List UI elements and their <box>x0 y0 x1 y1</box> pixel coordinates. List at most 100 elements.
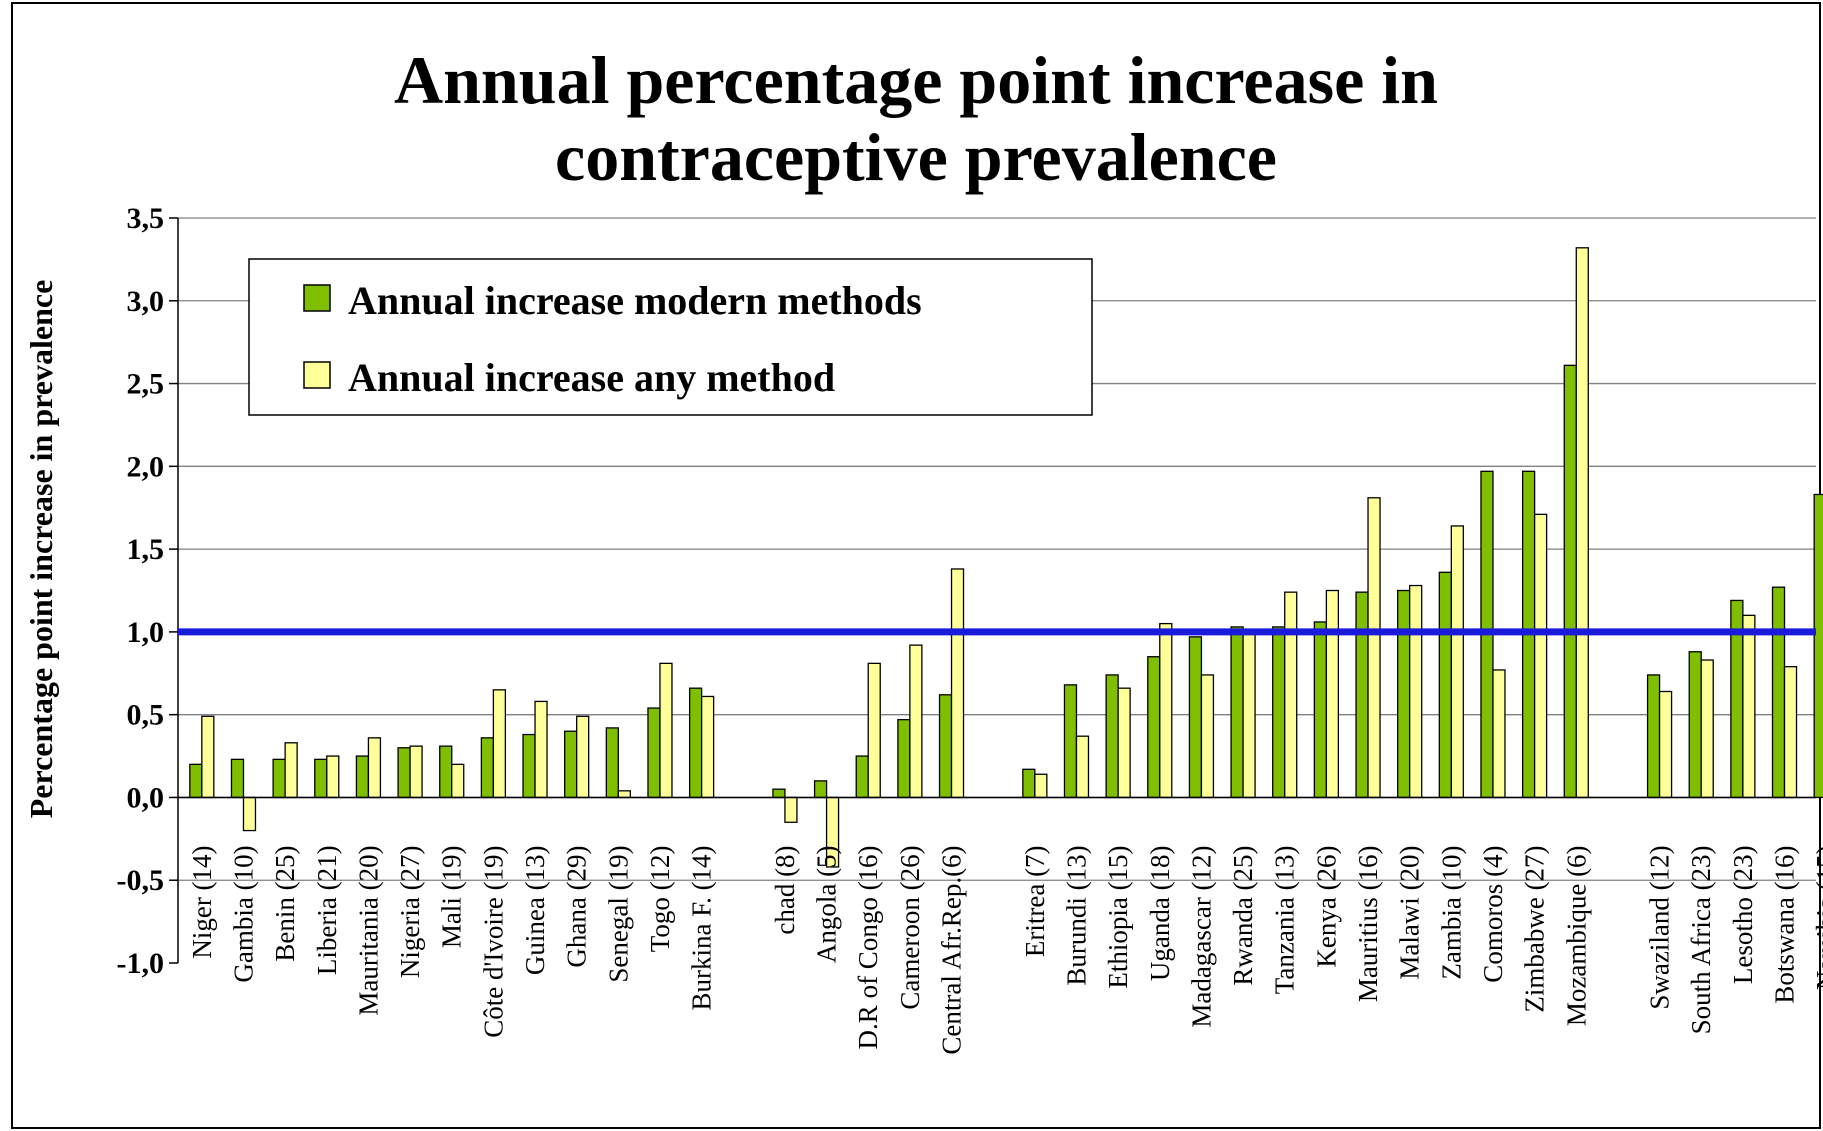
bar-any <box>1700 659 1714 799</box>
x-tick-label: Kenya (26) <box>1311 845 1341 967</box>
bar-modern <box>1646 674 1661 799</box>
bar-modern <box>1688 651 1702 799</box>
x-tick-label: D.R of Congo (16) <box>853 845 883 1049</box>
bar-modern <box>1813 493 1823 799</box>
bar-modern <box>855 755 869 799</box>
bar-modern <box>1147 656 1161 799</box>
bar-any <box>1492 669 1506 799</box>
bar-modern <box>1022 768 1036 799</box>
x-tick-label: Lesotho (23) <box>1728 845 1758 984</box>
bar-modern <box>480 737 495 799</box>
bar-any <box>1117 687 1131 799</box>
bar-any <box>1242 631 1256 799</box>
legend: Annual increase modern methods Annual in… <box>248 258 1093 416</box>
x-tick-label: Central Afr.Rep.(6) <box>937 845 967 1054</box>
y-tick-label: 1,0 <box>127 616 165 649</box>
x-tick-label: Malawi (20) <box>1395 845 1425 979</box>
bar-any <box>367 737 382 799</box>
y-axis-label: Percentage point increase in prevalence <box>23 280 59 819</box>
x-tick-label: Senegal (19) <box>603 845 633 982</box>
x-tick-label: Comoros (4) <box>1478 845 1508 982</box>
y-tick-label: 2,5 <box>127 368 165 401</box>
bar-modern <box>1272 626 1286 799</box>
y-tick-label: 0,0 <box>127 781 165 814</box>
x-tick-label: Mali (19) <box>437 845 467 948</box>
bar-any <box>700 695 715 799</box>
legend-swatch-modern <box>303 284 331 312</box>
x-tick-label: Burundi (13) <box>1061 845 1091 985</box>
bar-modern <box>564 730 578 799</box>
bar-any <box>576 715 590 799</box>
bar-any <box>1075 735 1090 799</box>
bar-any <box>1658 690 1673 799</box>
x-tick-label: Zambia (10) <box>1436 845 1466 979</box>
bar-modern <box>647 707 661 799</box>
legend-box <box>248 258 1093 416</box>
x-tick-label: Burkina F. (14) <box>687 845 717 1010</box>
bar-modern <box>1355 591 1369 799</box>
x-tick-label: Guinea (13) <box>520 845 550 975</box>
bar-any <box>1325 589 1340 799</box>
bar-modern <box>1438 571 1452 799</box>
bar-any <box>284 742 298 799</box>
x-tick-label: Rwanda (25) <box>1228 845 1258 985</box>
bar-any <box>1575 247 1589 799</box>
bar-modern <box>439 745 453 799</box>
x-tick-labels: Niger (14) Gambia (10) Benin (25) Liberia (… <box>187 845 1823 1054</box>
bar-any <box>617 790 631 799</box>
bar-any <box>242 796 257 832</box>
bars-layer <box>189 247 1823 868</box>
bar-modern <box>522 733 536 799</box>
bar-modern <box>397 747 411 799</box>
x-tick-label: Ethiopia (15) <box>1103 845 1133 988</box>
bar-any <box>201 715 215 799</box>
bar-modern <box>897 718 911 799</box>
x-tick-label: Botswana (16) <box>1770 845 1800 1003</box>
x-tick-label: Gambia (10) <box>228 845 258 982</box>
bar-any <box>409 745 423 799</box>
bar-modern <box>605 727 619 799</box>
x-tick-label: Niger (14) <box>187 845 217 958</box>
x-tick-label: Namibia (15) <box>1811 845 1823 990</box>
x-tick-label: Ghana (29) <box>562 845 592 967</box>
y-tick-label: 0,5 <box>127 699 165 732</box>
x-tick-label: Angola (5) <box>812 845 842 963</box>
y-tick-label: 3,0 <box>127 285 165 318</box>
x-tick-label: Eritrea (7) <box>1020 845 1050 957</box>
bar-modern <box>189 763 203 799</box>
bar-modern <box>1063 684 1078 799</box>
x-tick-label: South Africa (23) <box>1686 845 1716 1034</box>
x-tick-label: Mauritius (16) <box>1353 845 1383 1002</box>
x-tick-label: Côte d'Ivoire (19) <box>478 845 508 1037</box>
x-tick-label: chad (8) <box>770 845 800 934</box>
x-tick-label: Tanzania (13) <box>1270 845 1300 994</box>
x-tick-label: Mozambique (6) <box>1561 845 1591 1026</box>
bar-any <box>659 662 673 799</box>
bar-modern <box>1188 636 1203 799</box>
x-tick-label: Uganda (18) <box>1145 845 1175 981</box>
bar-modern <box>1230 626 1244 799</box>
bar-modern <box>772 788 786 799</box>
legend-swatch-any <box>303 361 331 389</box>
axis-layer: -1,0 -0,5 0,0 0,5 1,0 1,5 2,0 2,5 3,0 3,5 <box>117 202 1816 980</box>
bar-any <box>1409 584 1423 799</box>
bar-any <box>1034 773 1048 799</box>
chart-frame <box>11 2 1821 1129</box>
bar-modern <box>1563 364 1577 799</box>
bar-any <box>1367 497 1381 799</box>
bar-any <box>950 568 965 799</box>
bar-modern <box>272 758 286 799</box>
bar-modern <box>1313 621 1328 799</box>
x-tick-label: Mauritania (20) <box>353 845 383 1015</box>
bar-modern <box>355 755 370 799</box>
x-tick-label: Swaziland (12) <box>1645 845 1675 1009</box>
x-tick-label: Zimbabwe (27) <box>1520 845 1550 1012</box>
bar-any <box>1742 614 1756 799</box>
bar-any <box>784 796 798 823</box>
bar-any <box>1450 525 1464 799</box>
bar-any <box>867 662 881 799</box>
bar-modern <box>813 780 828 799</box>
x-tick-label: Cameroon (26) <box>895 845 925 1009</box>
bar-modern <box>688 687 703 799</box>
